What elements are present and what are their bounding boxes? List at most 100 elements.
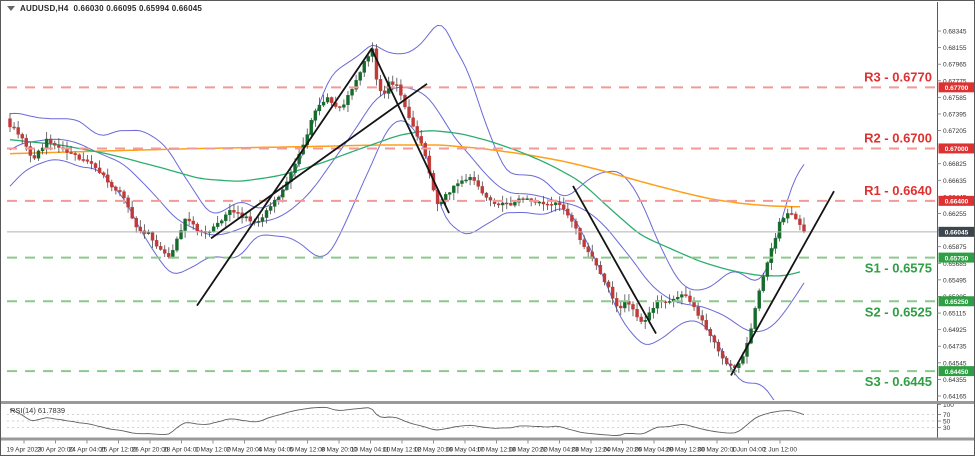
level-label[interactable]: R1 - 0.6640 (864, 183, 932, 198)
candle-body[interactable] (448, 192, 452, 195)
candle-body[interactable] (224, 214, 228, 221)
candle-body[interactable] (358, 72, 362, 81)
candle-body[interactable] (794, 213, 798, 220)
candle-body[interactable] (557, 202, 562, 205)
candle-body[interactable] (146, 232, 151, 234)
candle-body[interactable] (195, 223, 200, 232)
candle-body[interactable] (765, 262, 770, 277)
candle-body[interactable] (623, 301, 627, 309)
candle-body[interactable] (53, 142, 57, 146)
candle-body[interactable] (456, 183, 460, 187)
candle-body[interactable] (391, 81, 395, 85)
candle-body[interactable] (545, 203, 550, 206)
candle-body[interactable] (500, 202, 505, 206)
candle-body[interactable] (179, 230, 183, 240)
candle-body[interactable] (566, 208, 570, 216)
candle-body[interactable] (777, 221, 782, 239)
candle-body[interactable] (460, 180, 464, 184)
candle-body[interactable] (452, 185, 456, 193)
candle-body[interactable] (350, 89, 354, 96)
candle-body[interactable] (382, 90, 387, 94)
candle-body[interactable] (154, 240, 159, 247)
candle-body[interactable] (272, 199, 277, 207)
candle-body[interactable] (684, 294, 688, 297)
candle-body[interactable] (277, 196, 281, 201)
candle-body[interactable] (44, 138, 49, 149)
candle-body[interactable] (724, 358, 729, 365)
candle-body[interactable] (313, 110, 318, 121)
trend-line[interactable] (196, 47, 373, 307)
candle-body[interactable] (602, 273, 607, 283)
candle-body[interactable] (476, 180, 480, 187)
level-label[interactable]: R3 - 0.6770 (864, 69, 932, 84)
candle-body[interactable] (753, 308, 757, 329)
candle-body[interactable] (24, 137, 28, 147)
candle-body[interactable] (798, 218, 802, 225)
candle-body[interactable] (248, 216, 252, 222)
candle-body[interactable] (338, 106, 342, 108)
candle-body[interactable] (69, 152, 73, 154)
candle-body[interactable] (692, 301, 696, 308)
candle-body[interactable] (574, 221, 578, 229)
candle-body[interactable] (28, 146, 33, 156)
candle-body[interactable] (407, 106, 411, 118)
level-label[interactable]: S3 - 0.6445 (865, 374, 932, 389)
candle-body[interactable] (676, 296, 680, 300)
candle-body[interactable] (773, 238, 778, 249)
trend-lines[interactable] (196, 47, 835, 376)
candle-body[interactable] (541, 201, 546, 205)
candle-body[interactable] (562, 204, 566, 210)
support-level-s2[interactable]: S2 - 0.6525 (7, 300, 937, 319)
candle-body[interactable] (395, 84, 399, 86)
candle-body[interactable] (158, 246, 163, 250)
candle-body[interactable] (309, 120, 314, 135)
candle-body[interactable] (549, 204, 554, 206)
candle-body[interactable] (688, 295, 692, 302)
level-label[interactable]: R2 - 0.6700 (864, 130, 932, 145)
price-axis[interactable]: 0.68345 0.68155 0.67965 0.67775 0.67585 0.673… (937, 2, 975, 440)
candle-body[interactable] (49, 138, 53, 144)
candle-body[interactable] (419, 136, 423, 144)
trend-line[interactable] (572, 185, 657, 335)
candle-body[interactable] (57, 145, 61, 148)
candle-body[interactable] (36, 150, 41, 159)
candle-body[interactable] (720, 350, 725, 359)
candle-body[interactable] (264, 210, 269, 218)
candle-body[interactable] (183, 218, 187, 231)
candle-body[interactable] (631, 304, 635, 310)
candle-body[interactable] (77, 154, 81, 160)
candle-body[interactable] (354, 80, 358, 90)
candle-body[interactable] (708, 329, 713, 336)
candle-body[interactable] (342, 104, 346, 108)
trend-line[interactable] (730, 190, 835, 376)
candle-body[interactable] (610, 286, 615, 299)
candle-body[interactable] (268, 206, 273, 211)
candle-body[interactable] (150, 232, 155, 241)
candle-body[interactable] (378, 79, 383, 91)
candle-body[interactable] (122, 191, 126, 199)
symbol-collapse-icon[interactable] (7, 6, 15, 11)
pivot-levels[interactable]: R3 - 0.6770 R2 - 0.6700 R1 - 0.6640 S1 - 0.… (7, 69, 937, 389)
level-label[interactable]: S1 - 0.6575 (865, 261, 932, 276)
candle-body[interactable] (423, 143, 428, 157)
candle-body[interactable] (729, 363, 733, 366)
candle-body[interactable] (220, 220, 224, 224)
candle-body[interactable] (138, 226, 142, 231)
candle-body[interactable] (790, 213, 794, 215)
candle-body[interactable] (211, 226, 216, 232)
resistance-level-r2[interactable]: R2 - 0.6700 (7, 130, 937, 150)
candle-body[interactable] (443, 194, 448, 201)
level-label[interactable]: S2 - 0.6525 (865, 304, 932, 319)
candle-body[interactable] (553, 202, 558, 206)
candle-body[interactable] (651, 307, 656, 313)
candle-body[interactable] (362, 61, 366, 73)
candle-body[interactable] (614, 298, 619, 307)
candle-body[interactable] (89, 161, 94, 164)
candle-body[interactable] (93, 163, 98, 169)
candle-body[interactable] (696, 306, 700, 316)
candle-body[interactable] (712, 335, 717, 343)
candle-body[interactable] (411, 117, 415, 127)
candle-body[interactable] (468, 177, 472, 181)
trend-line[interactable] (371, 49, 450, 214)
